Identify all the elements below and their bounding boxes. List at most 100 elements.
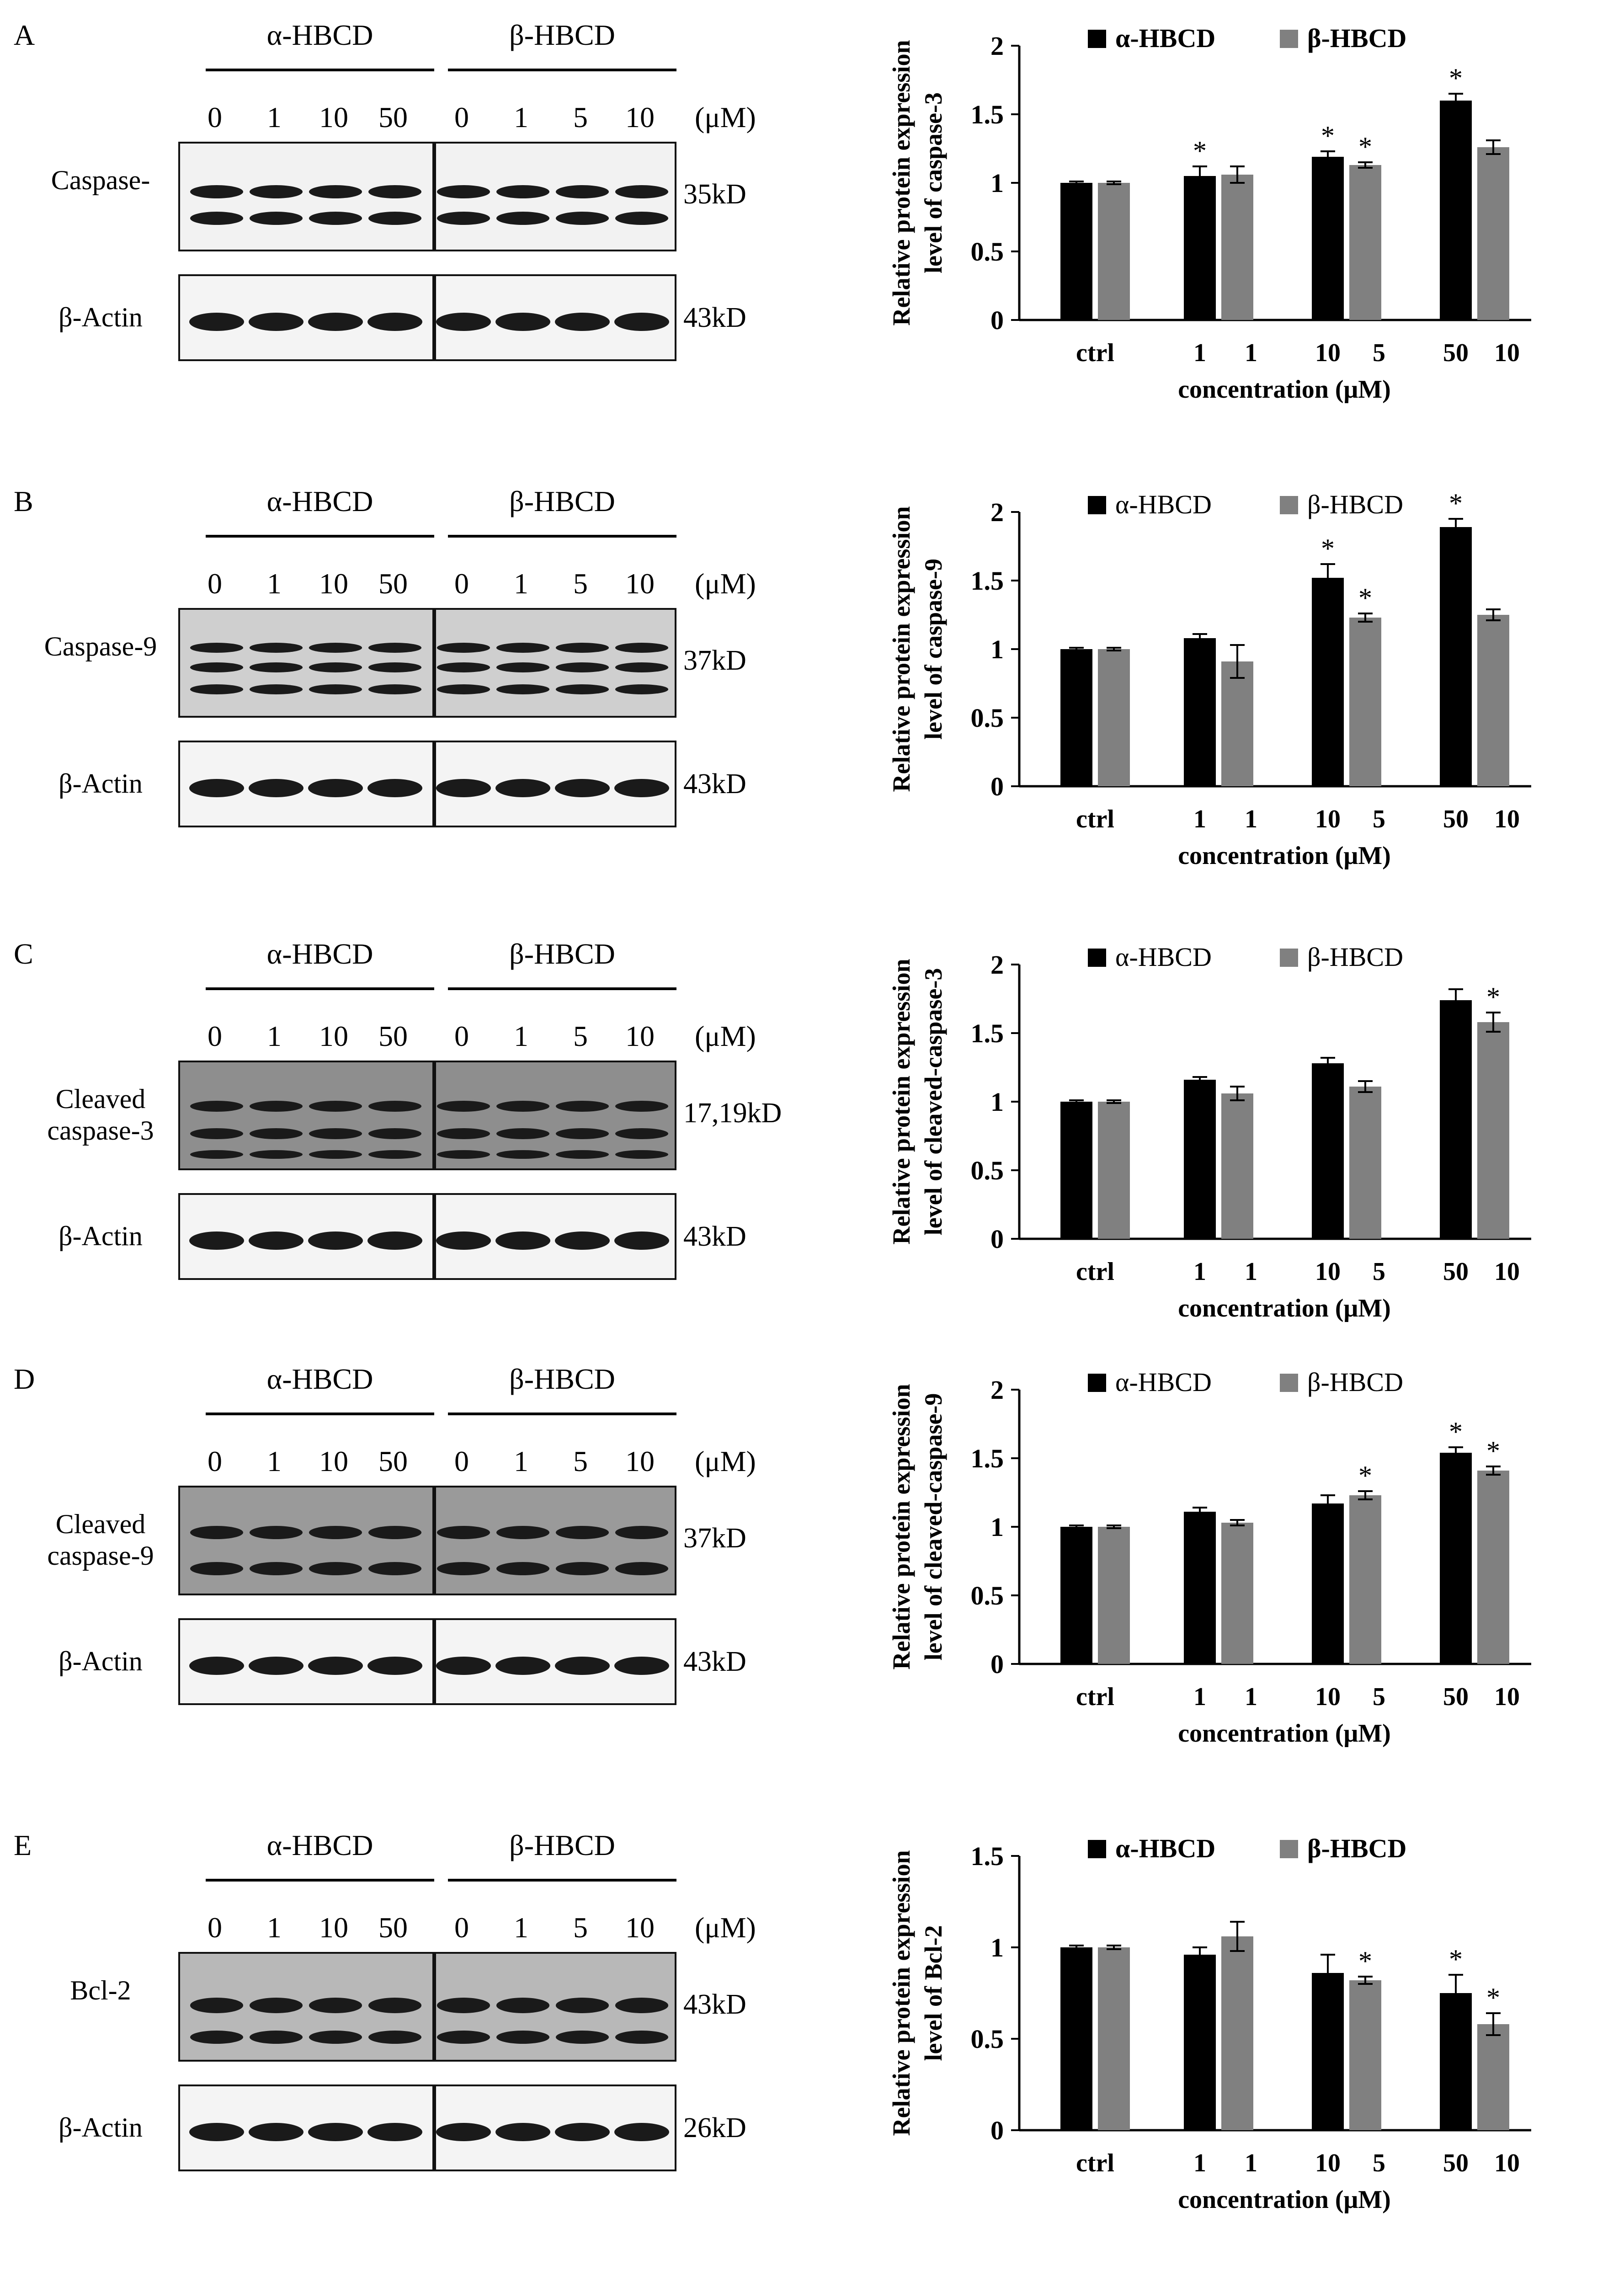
actin-band <box>555 2123 610 2141</box>
bar-chart: 0 0.5 1 1.5 2 Relative protein expression leve… <box>888 1367 1531 1748</box>
beta-concentration-label: 1 <box>514 1020 528 1052</box>
x-tick-label-alpha: 50 <box>1443 2149 1469 2177</box>
actin-band <box>614 313 669 331</box>
group-underline <box>206 1879 434 1882</box>
beta-concentration-label: 1 <box>514 567 528 600</box>
actin-band <box>555 1657 610 1675</box>
y-axis-label: Relative protein expression <box>888 1850 915 2136</box>
actin-blot <box>178 274 434 361</box>
bar-alpha <box>1440 101 1472 320</box>
actin-band <box>555 1231 610 1250</box>
x-tick-label-beta: 1 <box>1245 805 1257 833</box>
actin-band <box>249 313 304 331</box>
panel-letter: A <box>14 19 35 51</box>
actin-band <box>308 1657 363 1675</box>
protein-band <box>309 1998 362 2013</box>
actin-band <box>249 2123 304 2141</box>
x-tick-label-alpha: 10 <box>1315 805 1341 833</box>
bar-chart: 0 0.5 1 1.5 2 Relative protein expression leve… <box>888 942 1531 1322</box>
actin-band <box>436 1657 491 1675</box>
x-axis-label: concentration (μM) <box>1178 842 1391 870</box>
protein-band <box>368 1526 421 1539</box>
protein-band <box>437 1526 490 1539</box>
bar-alpha <box>1440 1453 1472 1664</box>
protein-band <box>556 1128 609 1139</box>
group-label: β-HBCD <box>509 1829 615 1861</box>
actin-band <box>367 1231 422 1250</box>
protein-band <box>496 1526 549 1539</box>
protein-band <box>368 2031 421 2044</box>
alpha-concentration-label: 0 <box>208 1445 222 1477</box>
protein-band <box>190 662 243 672</box>
y-tick-label: 1 <box>990 634 1004 664</box>
y-tick-label: 1 <box>990 1512 1004 1542</box>
protein-band <box>250 2031 303 2044</box>
actin-band <box>367 313 422 331</box>
alpha-concentration-label: 0 <box>208 567 222 600</box>
target-kd-label: 35kD <box>683 179 746 210</box>
actin-band <box>249 779 304 797</box>
x-tick-label-beta: 1 <box>1245 339 1257 367</box>
protein-band <box>496 1562 549 1575</box>
protein-band <box>496 2031 549 2044</box>
y-axis-label: Relative protein expression <box>888 40 915 326</box>
target-blot <box>434 1486 676 1595</box>
bar-beta <box>1221 1936 1253 2130</box>
y-tick-label: 1.5 <box>971 1444 1004 1473</box>
bar-alpha <box>1312 578 1344 786</box>
actin-band <box>308 2123 363 2141</box>
bar-chart: 0 0.5 1 1.5 Relative protein expression level… <box>888 1834 1531 2214</box>
x-tick-label-alpha: 10 <box>1315 1683 1341 1711</box>
protein-band <box>615 1526 668 1539</box>
legend-swatch <box>1088 496 1106 514</box>
target-blot <box>434 608 676 718</box>
actin-blot <box>434 1618 676 1705</box>
legend-swatch <box>1088 1840 1106 1858</box>
bar-beta <box>1221 175 1253 320</box>
panel-letter: E <box>14 1829 32 1861</box>
actin-band <box>614 1231 669 1250</box>
x-tick-label-beta: 5 <box>1373 339 1385 367</box>
beta-concentration-label: 1 <box>514 101 528 133</box>
protein-band <box>437 185 490 198</box>
actin-band <box>308 1231 363 1250</box>
significance-marker: * <box>1321 533 1335 564</box>
alpha-concentration-label: 0 <box>208 1911 222 1944</box>
actin-band <box>436 2123 491 2141</box>
alpha-concentration-label: 50 <box>378 1020 408 1052</box>
protein-band <box>309 684 362 694</box>
x-tick-label-beta: 10 <box>1494 1258 1520 1286</box>
protein-band <box>496 1150 549 1159</box>
protein-band <box>368 1150 421 1159</box>
target-protein-label: Cleaved caspase-9 <box>47 1509 154 1571</box>
protein-band <box>368 684 421 694</box>
x-tick-label-alpha: 1 <box>1193 1683 1206 1711</box>
protein-band <box>496 643 549 653</box>
target-protein-label: Caspase- <box>51 165 150 195</box>
bar-alpha <box>1184 176 1216 320</box>
protein-band <box>190 185 243 198</box>
unit-label: (μM) <box>695 1020 756 1052</box>
actin-band <box>614 2123 669 2141</box>
protein-band <box>437 1101 490 1112</box>
unit-label: (μM) <box>695 1445 756 1477</box>
protein-band <box>309 1101 362 1112</box>
significance-marker: * <box>1321 121 1335 151</box>
x-axis-label: concentration (μM) <box>1178 1294 1391 1322</box>
actin-band <box>249 1231 304 1250</box>
bar-alpha <box>1312 1503 1344 1664</box>
y-axis-label: level of Bcl-2 <box>920 1925 947 2061</box>
actin-blot <box>434 1193 676 1280</box>
protein-band <box>368 185 421 198</box>
legend-label: α-HBCD <box>1115 942 1212 972</box>
group-label: β-HBCD <box>509 485 615 517</box>
bar-alpha <box>1184 1080 1216 1239</box>
bar-alpha <box>1184 1512 1216 1664</box>
beta-concentration-label: 5 <box>573 101 588 133</box>
actin-band <box>555 313 610 331</box>
protein-band <box>190 1128 243 1139</box>
protein-band <box>496 1101 549 1112</box>
protein-band <box>556 185 609 198</box>
actin-band <box>614 1657 669 1675</box>
protein-band <box>368 662 421 672</box>
